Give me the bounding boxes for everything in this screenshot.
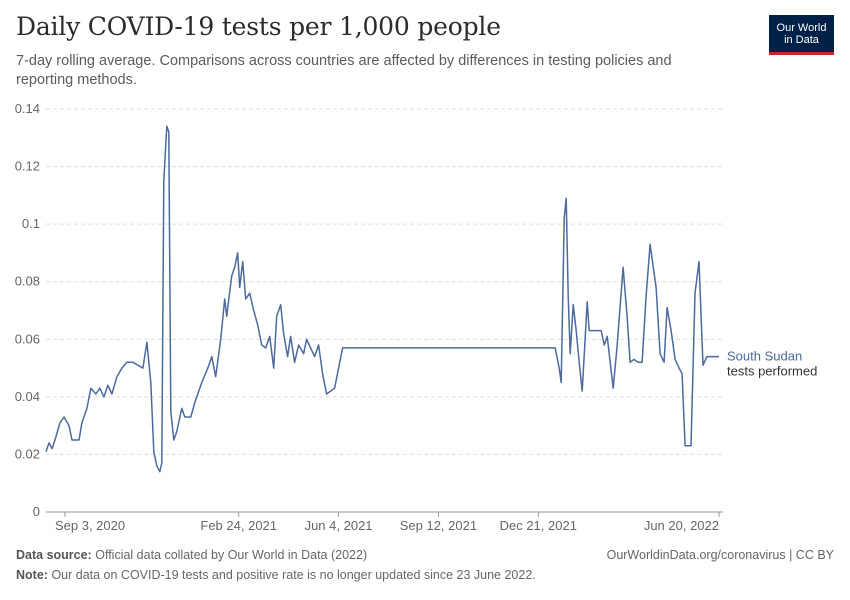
- chart-subtitle: 7-day rolling average. Comparisons acros…: [16, 53, 672, 88]
- y-tick-label: 0.1: [22, 216, 40, 231]
- x-tick-label: Sep 3, 2020: [55, 518, 125, 533]
- note-label: Note:: [16, 568, 48, 582]
- note-text: Our data on COVID-19 tests and positive …: [51, 568, 536, 582]
- logo-line-1: Our World: [776, 21, 827, 34]
- y-tick-label: 0.06: [15, 331, 40, 346]
- grid-lines: [46, 108, 723, 455]
- owid-logo[interactable]: Our World in Data: [769, 15, 834, 55]
- y-tick-label: 0.14: [15, 101, 40, 116]
- series-label-sub: tests performed: [727, 364, 817, 379]
- x-tick-label: Dec 21, 2021: [500, 518, 577, 533]
- series-line-south-sudan: [45, 125, 719, 473]
- line-chart: 0 0.02 0.04 0.06 0.08 0.1 0.12 0.14 Sep 3, 2020…: [15, 101, 818, 533]
- series-lines: [45, 125, 719, 473]
- x-tick-label: Sep 12, 2021: [400, 518, 477, 533]
- y-tick-label: 0: [33, 504, 40, 519]
- x-axis: Sep 3, 2020 Feb 24, 2021 Jun 4, 2021 Sep 12…: [46, 511, 723, 533]
- x-tick-label: Feb 24, 2021: [200, 518, 277, 533]
- source-text: Official data collated by Our World in D…: [95, 548, 368, 562]
- x-tick-label: Jun 4, 2021: [305, 518, 373, 533]
- series-label-name: South Sudan: [727, 349, 802, 364]
- y-tick-label: 0.02: [15, 446, 40, 461]
- chart-footer: Data source: Official data collated by O…: [16, 547, 834, 587]
- y-tick-label: 0.08: [15, 274, 40, 289]
- source-label: Data source:: [16, 548, 92, 562]
- y-tick-label: 0.12: [15, 159, 40, 174]
- y-tick-label: 0.04: [15, 389, 40, 404]
- chart-title: Daily COVID-19 tests per 1,000 people: [16, 12, 501, 41]
- credit-link[interactable]: OurWorldinData.org/coronavirus | CC BY: [606, 548, 834, 562]
- logo-line-2: in Data: [784, 33, 819, 46]
- source-row: Data source: Official data collated by O…: [16, 547, 834, 567]
- y-axis-tick-labels: 0 0.02 0.04 0.06 0.08 0.1 0.12 0.14: [15, 101, 40, 519]
- note-row: Note: Our data on COVID-19 tests and pos…: [16, 567, 834, 587]
- x-tick-label: Jun 20, 2022: [644, 518, 719, 533]
